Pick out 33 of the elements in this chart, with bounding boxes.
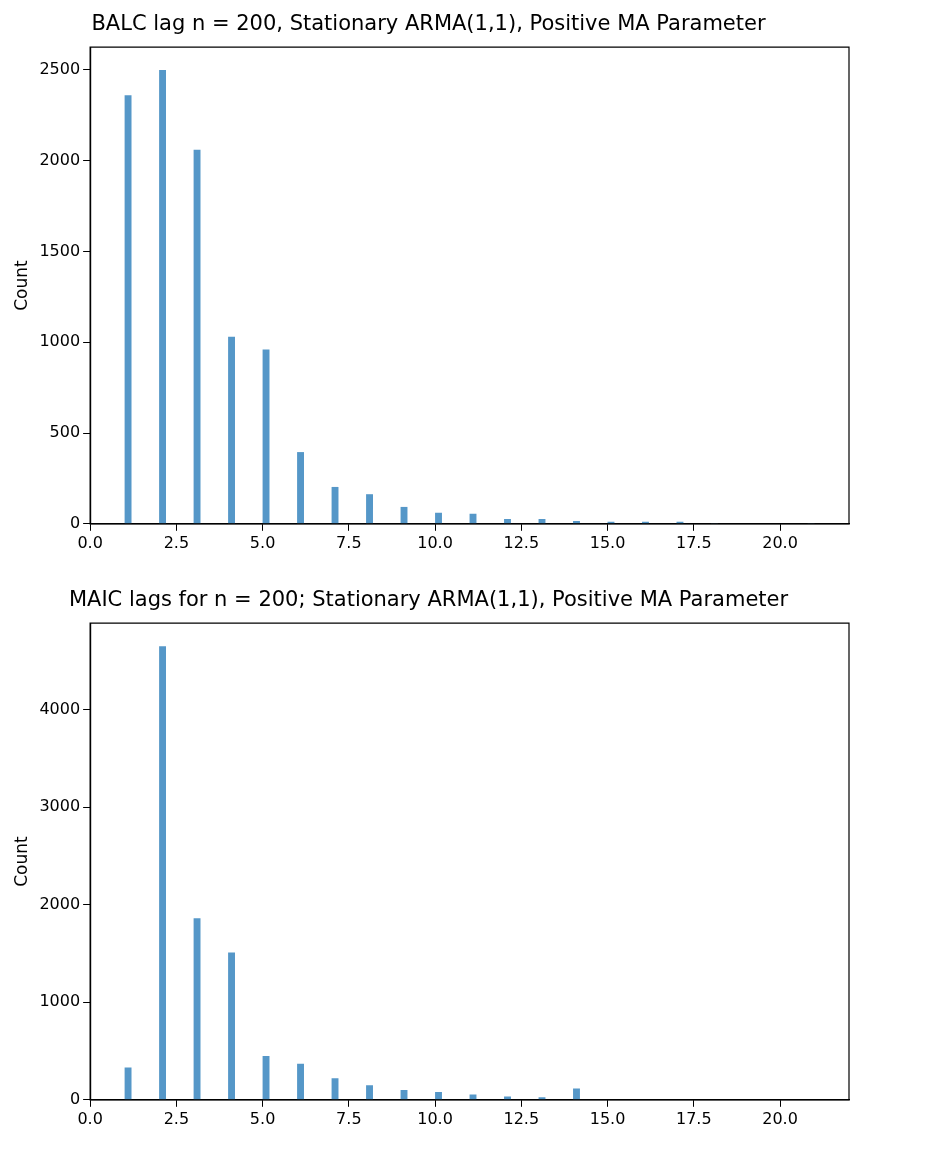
y-tick-label: 2500 [39, 59, 81, 79]
y-tick-label: 1000 [39, 991, 81, 1011]
y-tick-label: 4000 [39, 698, 81, 718]
x-tick-label: 5.0 [249, 532, 276, 552]
y-tick-label: 1500 [39, 240, 81, 260]
x-tick-label: 15.0 [589, 1108, 626, 1128]
x-tick-label: 7.5 [336, 1108, 362, 1128]
chart-title: MAIC lags for n = 200; Stationary ARMA(1,1), Positive MA Parameter [68, 587, 789, 612]
y-axis-title: Count [10, 835, 31, 887]
y-tick-label: 0 [69, 1088, 81, 1108]
y-axis-title: Count [10, 259, 31, 311]
y-tick-label: 0 [69, 512, 81, 532]
x-tick-label: 5.0 [249, 1108, 276, 1128]
x-tick-label: 20.0 [762, 532, 798, 552]
chart-title: BALC lag n = 200, Stationary ARMA(1,1), Positive MA Parameter [91, 11, 766, 36]
x-tick-label: 12.5 [503, 1108, 540, 1128]
x-tick-label: 10.0 [417, 532, 453, 552]
y-tick-label: 1000 [39, 331, 81, 351]
x-tick-label: 17.5 [675, 532, 712, 552]
x-tick-label: 17.5 [675, 1108, 712, 1128]
x-tick-label: 12.5 [503, 532, 540, 552]
x-tick-label: 2.5 [163, 532, 190, 552]
y-tick-label: 3000 [39, 796, 81, 816]
x-tick-label: 10.0 [417, 1108, 453, 1128]
y-tick-label: 2000 [39, 149, 81, 169]
x-tick-label: 0.0 [77, 1108, 103, 1128]
x-tick-label: 2.5 [163, 1108, 190, 1128]
x-tick-label: 15.0 [589, 532, 626, 552]
x-tick-label: 0.0 [77, 532, 103, 552]
x-tick-label: 20.0 [762, 1108, 798, 1128]
y-tick-label: 2000 [39, 893, 81, 913]
y-tick-label: 500 [49, 422, 81, 442]
x-tick-label: 7.5 [336, 532, 362, 552]
